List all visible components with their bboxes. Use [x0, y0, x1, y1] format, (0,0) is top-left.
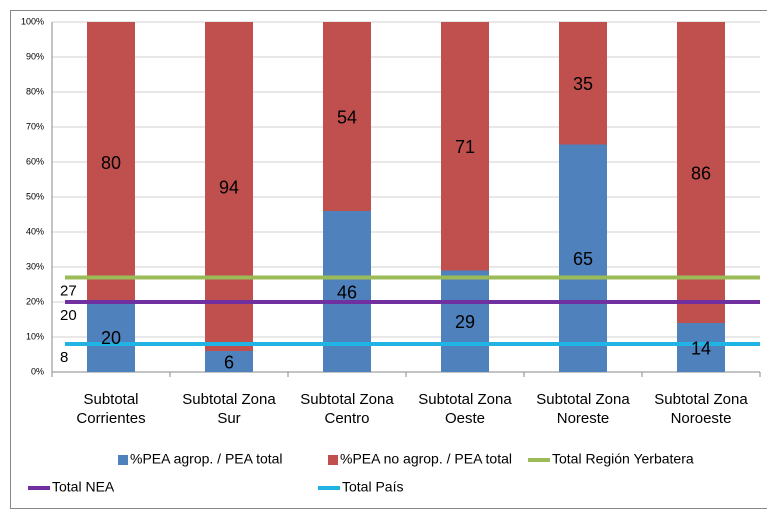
- x-tick-label: Subtotal Zona Noroeste: [654, 391, 748, 427]
- reference-label: 8: [60, 349, 68, 366]
- x-tick-label: Subtotal Zona Noreste: [536, 391, 630, 427]
- x-tick-label: Subtotal Zona Centro: [300, 391, 394, 427]
- y-tick-label: 50%: [26, 191, 44, 201]
- y-tick-label: 100%: [21, 16, 44, 26]
- bar-segment: [677, 22, 725, 323]
- legend-swatch: [328, 455, 338, 465]
- y-tick-label: 80%: [26, 86, 44, 96]
- data-label: 20: [101, 328, 121, 348]
- y-tick-label: 40%: [26, 226, 44, 236]
- bar-segment: [87, 22, 135, 302]
- x-tick-label: Subtotal Zona Sur: [182, 391, 276, 427]
- data-label: 94: [219, 177, 239, 197]
- bar-segment: [205, 22, 253, 351]
- y-tick-label: 20%: [26, 296, 44, 306]
- data-label: 35: [573, 74, 593, 94]
- bar-segment: [559, 22, 607, 145]
- legend-label: Total NEA: [52, 479, 115, 495]
- y-tick-label: 30%: [26, 261, 44, 271]
- legend-swatch: [118, 455, 128, 465]
- bar-segment: [87, 302, 135, 372]
- y-tick-label: 90%: [26, 51, 44, 61]
- data-label: 80: [101, 153, 121, 173]
- reference-label: 27: [60, 282, 77, 299]
- legend-label: Total País: [342, 479, 403, 495]
- data-label: 29: [455, 312, 475, 332]
- bar-segment: [323, 22, 371, 211]
- data-label: 54: [337, 107, 357, 127]
- reference-label: 20: [60, 307, 77, 324]
- y-tick-label: 70%: [26, 121, 44, 131]
- data-label: 71: [455, 137, 475, 157]
- bar-segment: [559, 144, 607, 372]
- bar-segment: [441, 22, 489, 271]
- bar-segment: [441, 270, 489, 372]
- x-tick-label: Subtotal Zona Oeste: [418, 391, 512, 427]
- data-label: 86: [691, 163, 711, 183]
- data-label: 46: [337, 282, 357, 302]
- x-tick-label: Subtotal Corrientes: [76, 391, 145, 427]
- y-tick-label: 60%: [26, 156, 44, 166]
- data-label: 14: [691, 338, 711, 358]
- legend-label: Total Región Yerbatera: [552, 451, 694, 467]
- bar-segment: [677, 323, 725, 372]
- legend-label: %PEA agrop. / PEA total: [130, 451, 283, 467]
- data-label: 6: [224, 352, 234, 372]
- y-tick-label: 0%: [31, 366, 44, 376]
- bar-segment: [205, 351, 253, 372]
- data-label: 65: [573, 249, 593, 269]
- y-tick-label: 10%: [26, 331, 44, 341]
- chart-frame: [10, 10, 767, 509]
- legend-label: %PEA no agrop. / PEA total: [340, 451, 512, 467]
